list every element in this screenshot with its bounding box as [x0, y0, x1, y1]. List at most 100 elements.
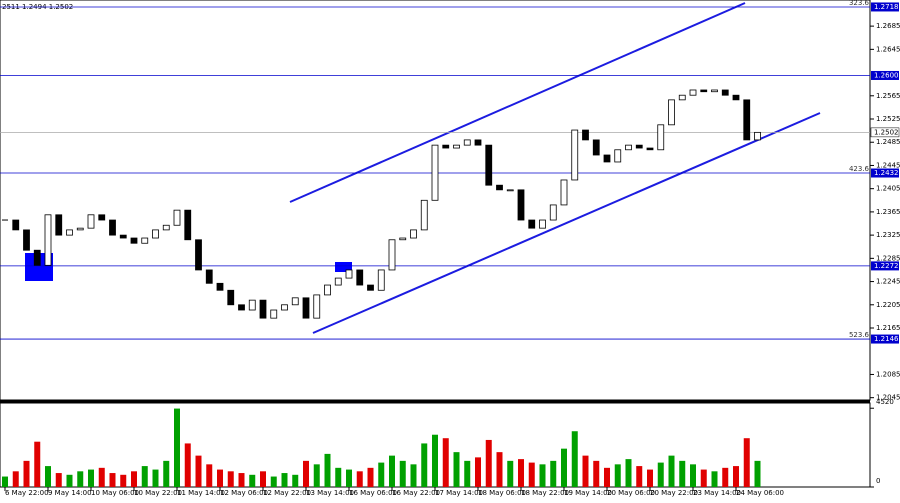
- volume-bar: [174, 408, 180, 487]
- y-tick-label: 1.2485: [876, 138, 900, 146]
- candle: [248, 299, 256, 311]
- candle: [377, 269, 385, 291]
- fib-label: 323.6: [849, 0, 870, 7]
- y-tick-label: 1.2245: [876, 278, 900, 286]
- candle: [66, 229, 73, 236]
- volume-bar: [195, 455, 202, 487]
- candle: [356, 269, 364, 286]
- volume-bar: [12, 471, 19, 487]
- volume-bar: [66, 474, 73, 487]
- volume-bar: [356, 471, 363, 487]
- x-tick-label: 24 May 06:00: [736, 489, 784, 497]
- candle: [657, 124, 665, 151]
- volume-bar: [324, 453, 331, 487]
- candle: [76, 227, 84, 231]
- y-tick-label: 1.2325: [876, 231, 900, 239]
- candle: [334, 277, 342, 286]
- x-tick-label: 16 May 22:00: [392, 489, 440, 497]
- candle: [678, 94, 686, 101]
- volume-bar: [410, 464, 417, 487]
- candle: [12, 219, 20, 231]
- volume-bar: [249, 474, 256, 487]
- candle: [431, 144, 439, 201]
- x-tick-label: 12 May 06:00: [220, 489, 268, 497]
- candle: [506, 189, 514, 192]
- volume-bar: [743, 438, 750, 487]
- candle: [582, 129, 589, 141]
- candle: [635, 144, 643, 149]
- level-label: 1.2432: [874, 169, 899, 177]
- y-tick-label: 1.2285: [876, 254, 900, 262]
- y-tick-label: 1.2565: [876, 92, 900, 100]
- candle: [668, 99, 675, 126]
- volume-bar: [754, 460, 761, 487]
- volume-bar: [550, 460, 557, 487]
- volume-bar: [34, 441, 41, 487]
- volume-bar: [303, 460, 309, 487]
- y-tick-label: 1.2205: [876, 301, 900, 309]
- volume-bar: [475, 457, 481, 487]
- volume-bar: [227, 471, 234, 487]
- x-tick-label: 10 May 22:00: [134, 489, 182, 497]
- volume-bar: [217, 469, 223, 487]
- volume-bar: [733, 466, 739, 487]
- candle: [55, 214, 63, 236]
- x-tick-label: 17 May 14:00: [435, 489, 483, 497]
- candle: [227, 289, 235, 306]
- candle: [614, 149, 622, 163]
- level-label: 1.2600: [874, 71, 899, 79]
- candle: [528, 219, 536, 229]
- volume-bar: [561, 448, 567, 487]
- volume-bar: [313, 464, 320, 487]
- channel-lower: [312, 112, 821, 334]
- candle: [625, 144, 632, 151]
- x-tick-label: 23 May 14:00: [693, 489, 741, 497]
- candle: [205, 269, 213, 284]
- candle: [754, 131, 761, 141]
- volume-bar: [518, 459, 524, 487]
- candle: [302, 297, 310, 319]
- volume-bar: [292, 474, 299, 487]
- volume-bar: [625, 459, 632, 487]
- candle: [711, 89, 718, 93]
- candle: [700, 89, 708, 93]
- candle: [463, 139, 471, 146]
- candle: [399, 237, 407, 241]
- volume-bar: [485, 439, 492, 487]
- current-price-box: [870, 127, 900, 138]
- x-tick-label: 18 May 06:00: [478, 489, 526, 497]
- candle: [216, 282, 224, 291]
- candle: [281, 304, 288, 311]
- volume-bar: [700, 469, 707, 487]
- candle: [646, 147, 654, 151]
- candle: [743, 99, 751, 141]
- volume-bar: [45, 466, 51, 487]
- volume-bar: [23, 460, 30, 487]
- volume-bar: [582, 455, 589, 487]
- x-tick-label: 20 May 22:00: [650, 489, 698, 497]
- volume-bar: [604, 467, 610, 487]
- x-tick-label: 19 May 14:00: [564, 489, 612, 497]
- candle: [184, 209, 192, 241]
- level-box: [871, 168, 899, 178]
- volume-bar: [614, 464, 621, 487]
- volume-bar: [432, 434, 438, 487]
- candle: [388, 239, 396, 271]
- candle: [721, 89, 729, 96]
- candle: [141, 237, 149, 244]
- candle: [485, 144, 493, 186]
- candle: [496, 184, 503, 191]
- y-tick-label: 1.2085: [876, 370, 900, 378]
- volume-bar: [507, 460, 514, 487]
- volume-bar: [335, 467, 342, 487]
- marker-box: [335, 262, 352, 272]
- level-box: [871, 334, 899, 344]
- main-panel: [0, 0, 871, 401]
- volume-bar: [496, 452, 503, 487]
- x-tick-label: 11 May 14:00: [177, 489, 225, 497]
- volume-bar: [399, 460, 406, 487]
- volume-bar: [88, 469, 94, 487]
- volume-bar: [184, 443, 191, 487]
- volume-bar: [260, 471, 266, 487]
